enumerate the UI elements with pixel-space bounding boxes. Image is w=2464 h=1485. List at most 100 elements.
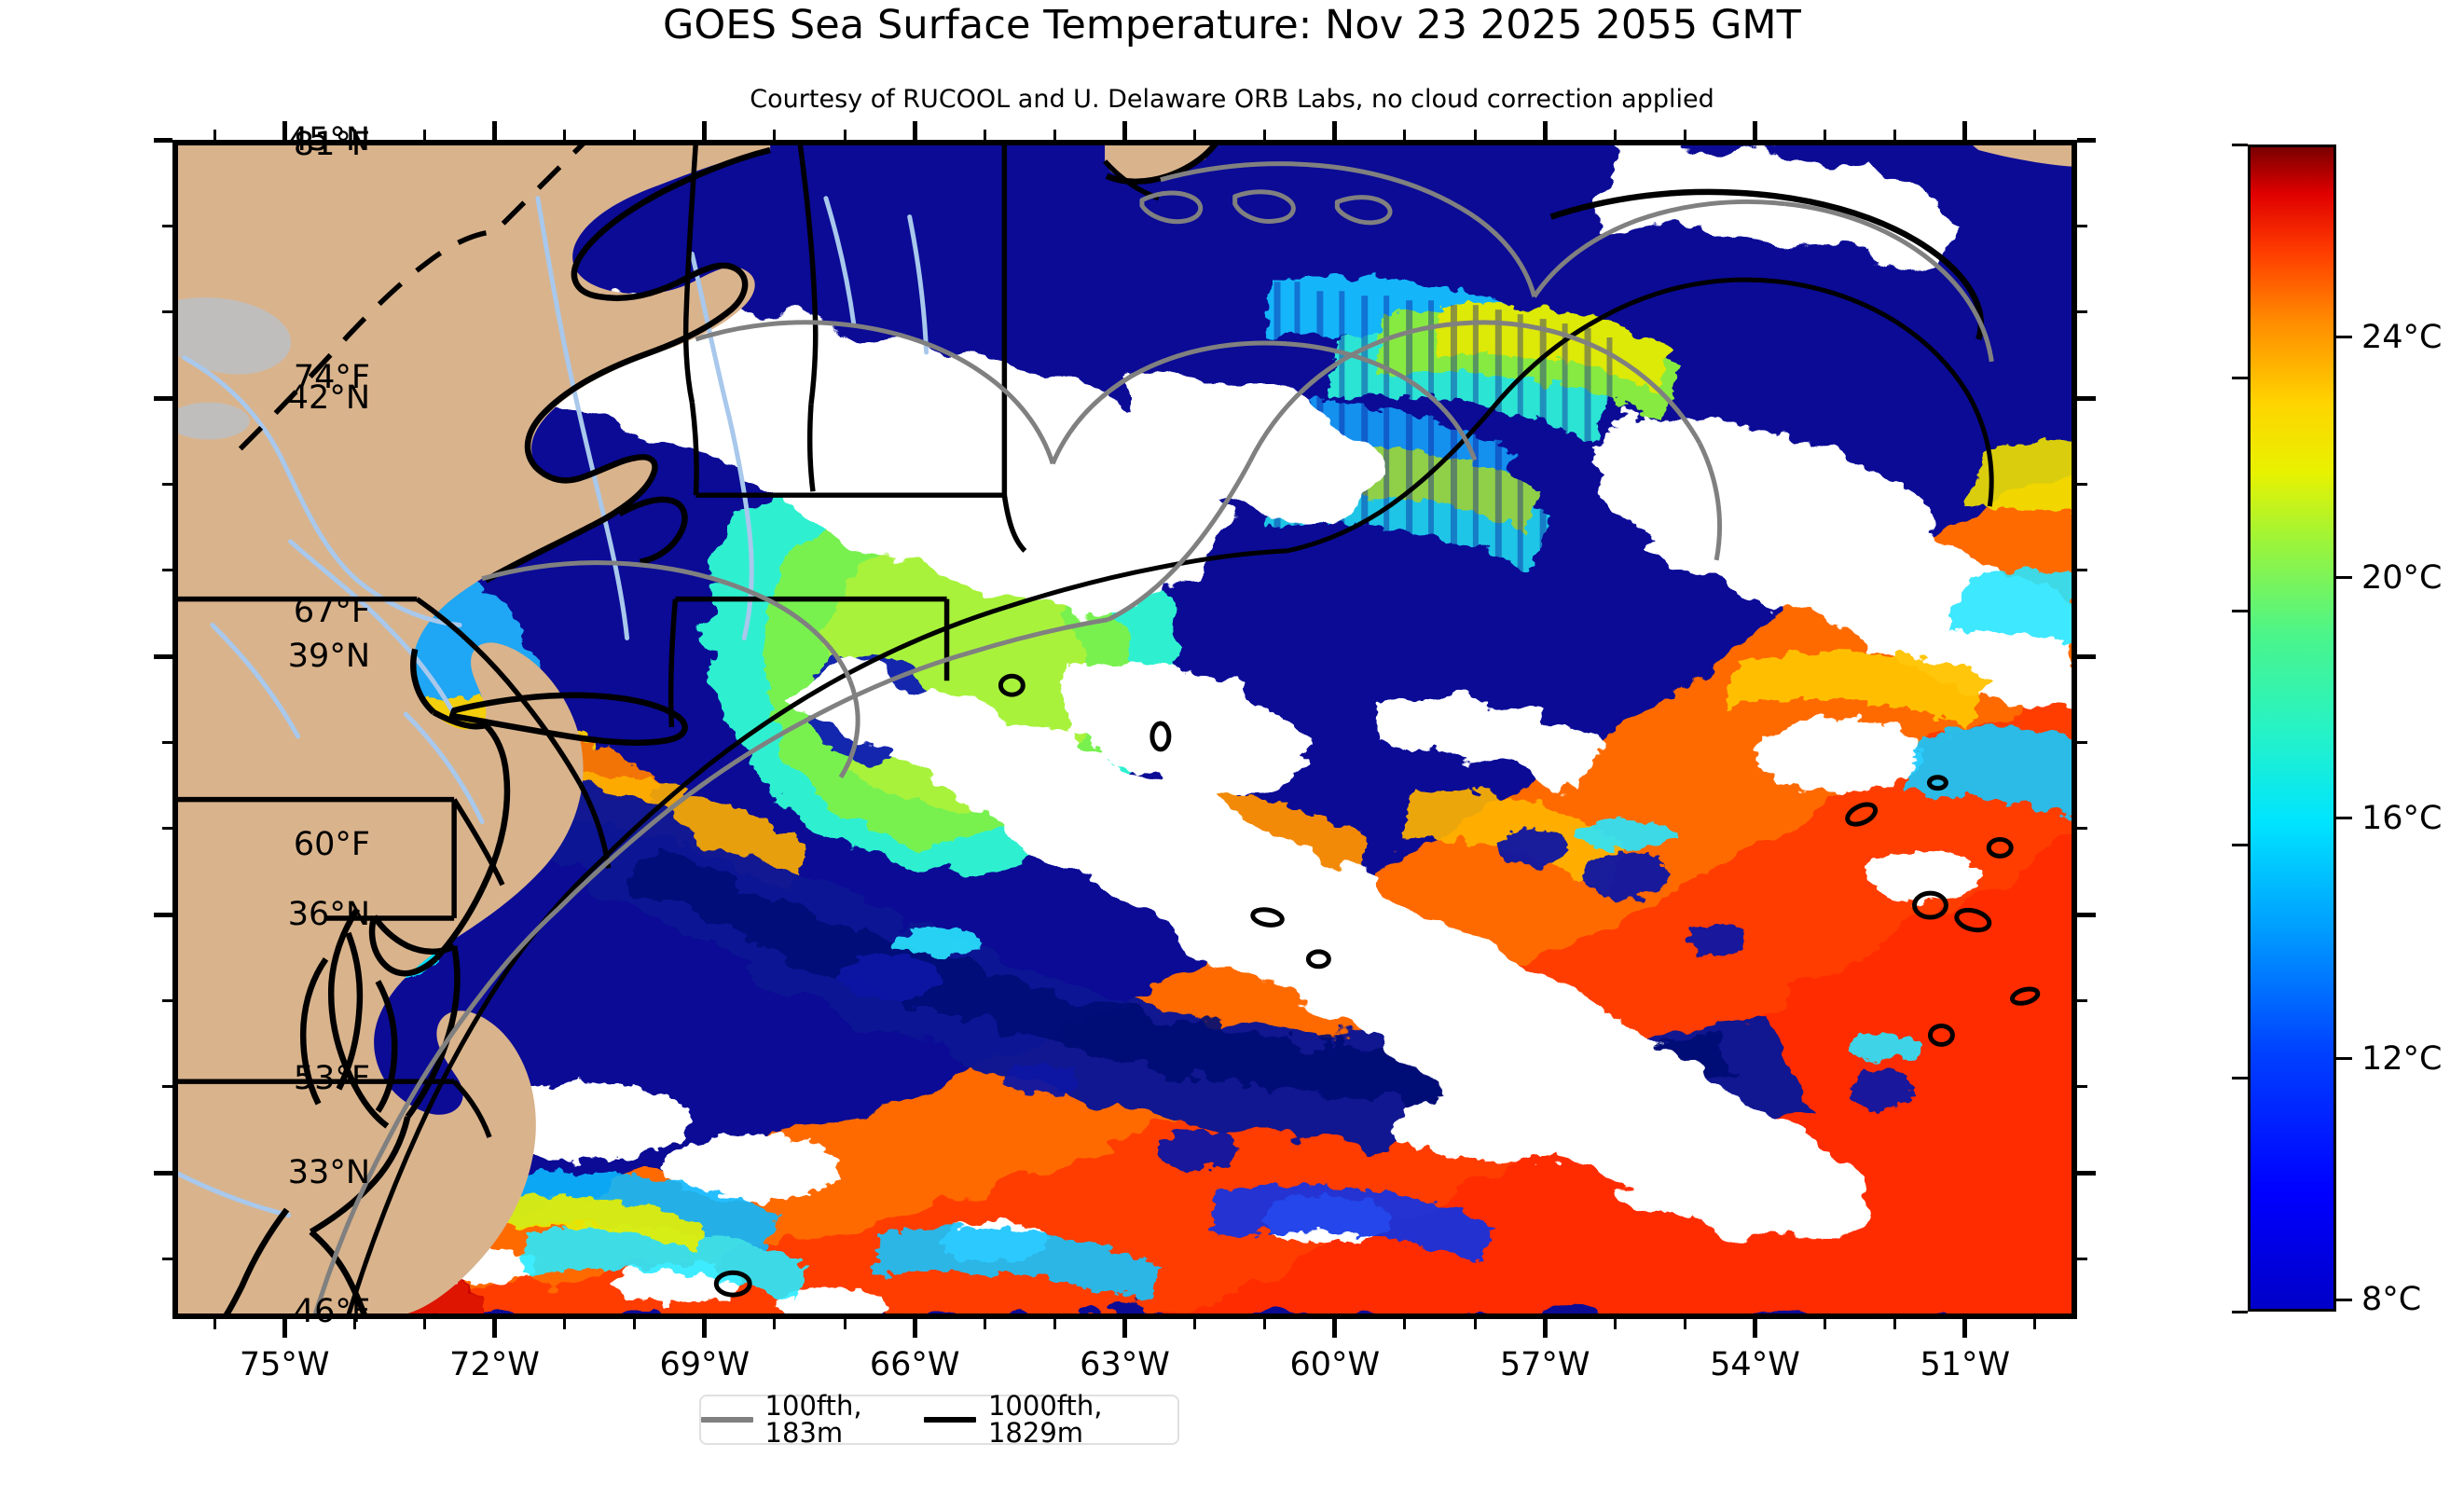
x-tick xyxy=(912,1319,917,1338)
x-tick-top xyxy=(492,121,497,140)
colorbar-label-celsius: 20°C xyxy=(2361,558,2443,597)
y-tick-right xyxy=(2077,1085,2087,1089)
x-tick-top xyxy=(1193,130,1197,140)
x-tick-top xyxy=(1613,130,1617,140)
colorbar-label-fahrenheit: 74°F xyxy=(293,359,370,397)
y-axis-label: 39°N xyxy=(287,638,370,675)
colorbar-tick-f xyxy=(2232,143,2248,146)
y-tick xyxy=(154,395,172,401)
x-tick xyxy=(1403,1319,1407,1329)
y-tick xyxy=(162,1257,172,1260)
page-title: GOES Sea Surface Temperature: Nov 23 202… xyxy=(663,2,1801,48)
y-axis-label: 42°N xyxy=(287,379,370,417)
colorbar-label-fahrenheit: 67°F xyxy=(293,592,370,630)
x-tick xyxy=(1473,1319,1477,1329)
legend-line-1000fth xyxy=(924,1417,976,1423)
colorbar-gradient xyxy=(2251,147,2333,1309)
y-tick-right xyxy=(2077,998,2087,1002)
y-tick-right xyxy=(2077,482,2087,486)
x-axis-label: 51°W xyxy=(1920,1346,2011,1383)
legend-label-1000fth: 1000fth, 1829m xyxy=(987,1390,1103,1449)
legend-label-100fth: 100fth, 183m xyxy=(764,1390,862,1449)
x-tick-top xyxy=(702,121,708,140)
x-tick xyxy=(1683,1319,1686,1329)
x-tick-top xyxy=(1683,130,1686,140)
x-tick xyxy=(1332,1319,1338,1338)
legend-line-100fth xyxy=(701,1417,753,1423)
legend-item-1000fth[interactable]: 1000fth, 1829m xyxy=(924,1393,1177,1447)
colorbar-tick-c xyxy=(2336,1057,2352,1061)
y-tick-right xyxy=(2077,569,2087,572)
colorbar-tick-c xyxy=(2336,336,2352,338)
x-tick-top xyxy=(1473,130,1477,140)
x-tick xyxy=(843,1319,847,1329)
y-axis-label: 33°N xyxy=(287,1154,370,1192)
bathymetry-legend[interactable]: 100fth, 183m 1000fth, 1829m xyxy=(699,1393,1179,1447)
y-tick-right xyxy=(2077,310,2087,314)
colorbar-label-celsius: 12°C xyxy=(2361,1039,2443,1078)
x-tick-top xyxy=(1824,130,1827,140)
y-tick-right xyxy=(2077,1257,2087,1260)
y-tick xyxy=(162,740,172,744)
y-tick xyxy=(154,653,172,659)
x-axis-label: 60°W xyxy=(1289,1346,1381,1383)
x-tick-top xyxy=(2033,130,2037,140)
y-tick-right xyxy=(2077,395,2096,401)
x-tick xyxy=(1824,1319,1827,1329)
y-tick xyxy=(162,310,172,314)
map-axes[interactable] xyxy=(172,140,2077,1319)
y-tick-right xyxy=(2077,827,2087,831)
x-tick xyxy=(1752,1319,1757,1338)
x-tick xyxy=(1542,1319,1548,1338)
colorbar-tick-f xyxy=(2232,843,2248,846)
y-tick xyxy=(162,1085,172,1089)
y-tick-right xyxy=(2077,740,2087,744)
x-tick-top xyxy=(1542,121,1548,140)
x-tick-top xyxy=(1053,130,1056,140)
x-tick-top xyxy=(983,130,986,140)
x-tick xyxy=(282,1319,287,1338)
x-tick xyxy=(1122,1319,1127,1338)
x-tick xyxy=(702,1319,708,1338)
x-tick xyxy=(2033,1319,2037,1329)
x-axis-label: 69°W xyxy=(659,1346,750,1383)
colorbar-tick-c xyxy=(2336,576,2352,580)
x-tick-top xyxy=(1332,121,1338,140)
sst-colorbar[interactable] xyxy=(2248,144,2336,1312)
x-tick-top xyxy=(633,130,637,140)
x-tick-top xyxy=(1122,121,1127,140)
colorbar-label-fahrenheit: 46°F xyxy=(293,1293,370,1330)
x-tick xyxy=(983,1319,986,1329)
x-tick-top xyxy=(773,130,777,140)
x-tick xyxy=(1193,1319,1197,1329)
colorbar-label-fahrenheit: 53°F xyxy=(293,1059,370,1097)
x-tick-top xyxy=(563,130,567,140)
x-tick xyxy=(1893,1319,1897,1329)
x-axis-label: 57°W xyxy=(1499,1346,1590,1383)
x-tick-top xyxy=(1893,130,1897,140)
x-tick xyxy=(773,1319,777,1329)
page-subtitle: Courtesy of RUCOOL and U. Delaware ORB L… xyxy=(750,85,1714,114)
y-tick-right xyxy=(2077,653,2096,659)
x-tick-top xyxy=(213,130,216,140)
y-tick xyxy=(154,1170,172,1176)
y-tick-right xyxy=(2077,1170,2096,1176)
x-tick-top xyxy=(1263,130,1267,140)
colorbar-tick-f xyxy=(2232,376,2248,379)
x-tick xyxy=(492,1319,497,1338)
legend-item-100fth[interactable]: 100fth, 183m xyxy=(701,1393,924,1447)
x-tick-top xyxy=(422,130,426,140)
y-tick-right xyxy=(2077,137,2096,143)
y-axis-label: 45°N xyxy=(287,121,370,158)
y-tick xyxy=(162,827,172,831)
colorbar-tick-f xyxy=(2232,1310,2248,1313)
x-tick-top xyxy=(282,121,287,140)
x-tick-top xyxy=(912,121,917,140)
y-tick xyxy=(162,482,172,486)
x-tick xyxy=(422,1319,426,1329)
x-axis-label: 54°W xyxy=(1710,1346,1800,1383)
x-tick xyxy=(1613,1319,1617,1329)
sst-raster xyxy=(175,143,2074,1316)
x-tick xyxy=(1962,1319,1968,1338)
